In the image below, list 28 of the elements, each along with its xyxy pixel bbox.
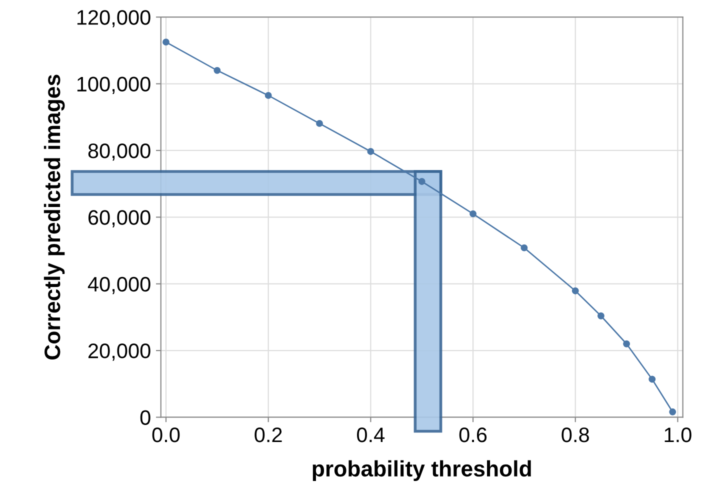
y-tick-label: 80,000 <box>88 143 150 161</box>
point <box>623 340 630 348</box>
point <box>597 312 604 320</box>
x-tick-label: 0.4 <box>357 428 385 442</box>
y-tick-label: 60,000 <box>88 210 150 228</box>
x-tick-label: 0.0 <box>152 428 180 442</box>
point <box>264 92 272 99</box>
y-tick-label: 120,000 <box>77 10 150 28</box>
point <box>316 120 323 127</box>
x-axis-title: probability threshold <box>312 460 531 481</box>
point <box>520 244 528 252</box>
y-axis-title: Correctly predicted images <box>44 74 65 360</box>
point <box>162 38 170 46</box>
y-tick-label: 20,000 <box>88 344 150 361</box>
x-tick-label: 0.6 <box>459 428 487 442</box>
point <box>669 408 676 416</box>
y-tick-label: 0 <box>140 410 150 425</box>
point <box>648 376 656 383</box>
point <box>367 148 374 155</box>
point <box>214 66 221 74</box>
point <box>418 178 426 185</box>
point <box>470 210 476 218</box>
y-tick-label: 100,000 <box>77 76 150 94</box>
point <box>572 287 579 294</box>
x-tick-label: 1.0 <box>664 428 692 442</box>
y-tick-label: 40,000 <box>88 276 150 294</box>
x-tick-label: 0.8 <box>562 428 589 442</box>
x-tick-label: 0.2 <box>254 428 282 442</box>
